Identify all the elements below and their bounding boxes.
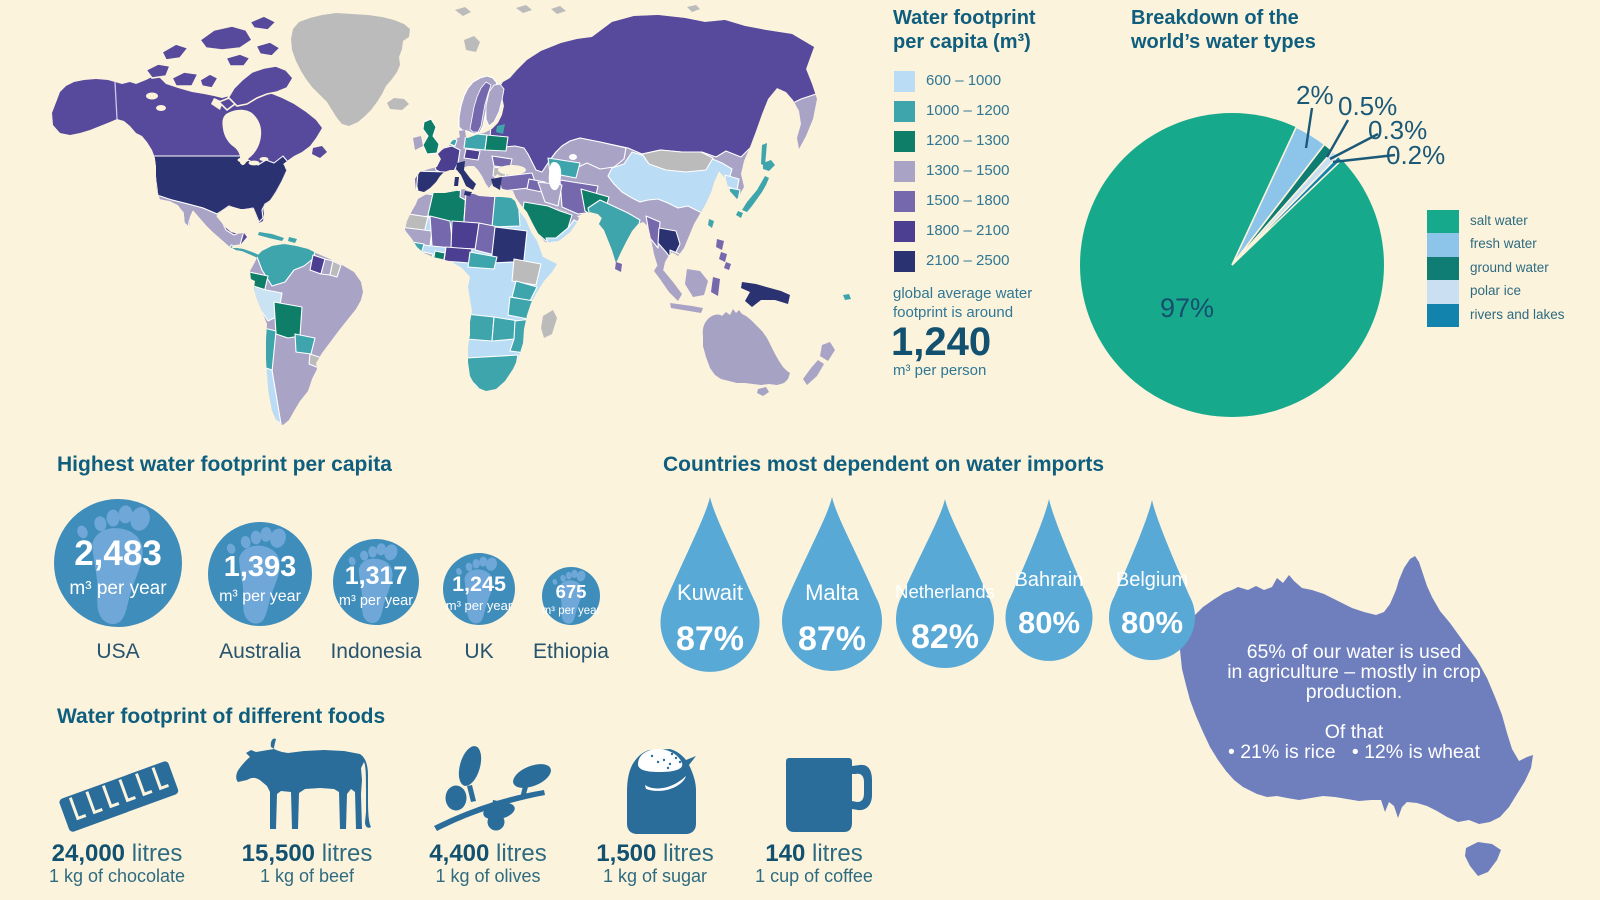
svg-text:m³ per year: m³ per year bbox=[542, 605, 601, 617]
svg-text:80%: 80% bbox=[1018, 605, 1080, 640]
svg-text:Bahrain: Bahrain bbox=[1015, 569, 1084, 591]
svg-text:87%: 87% bbox=[676, 620, 744, 658]
svg-text:80%: 80% bbox=[1121, 605, 1183, 640]
svg-text:82%: 82% bbox=[911, 618, 979, 656]
svg-text:Netherlands: Netherlands bbox=[895, 581, 995, 602]
svg-text:m³ per year: m³ per year bbox=[69, 578, 167, 599]
svg-text:m³ per year: m³ per year bbox=[219, 588, 301, 605]
svg-text:87%: 87% bbox=[798, 620, 866, 658]
svg-text:Belgium: Belgium bbox=[1116, 569, 1188, 591]
svg-text:Kuwait: Kuwait bbox=[677, 580, 743, 605]
svg-text:m³ per year: m³ per year bbox=[339, 593, 413, 609]
svg-text:m³ per year: m³ per year bbox=[446, 598, 513, 613]
svg-text:675: 675 bbox=[556, 581, 587, 602]
svg-text:1,245: 1,245 bbox=[452, 572, 506, 596]
svg-text:1,393: 1,393 bbox=[224, 551, 297, 583]
svg-text:2,483: 2,483 bbox=[74, 534, 162, 573]
svg-text:1,317: 1,317 bbox=[345, 562, 408, 590]
svg-text:Malta: Malta bbox=[805, 580, 860, 605]
